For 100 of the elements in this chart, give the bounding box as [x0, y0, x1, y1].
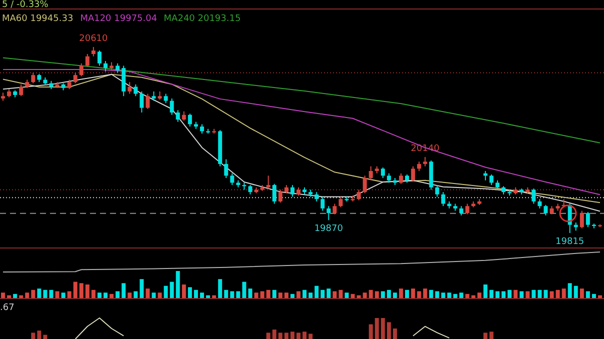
bar [278, 332, 282, 339]
bar [13, 294, 18, 298]
bar [206, 295, 210, 298]
candlestick [140, 90, 144, 114]
bar [441, 292, 446, 298]
bar [242, 282, 246, 298]
bar [592, 294, 596, 298]
bar [508, 290, 512, 298]
bar [483, 332, 488, 339]
bar [453, 294, 458, 298]
candlestick [368, 166, 373, 181]
candlestick [19, 84, 24, 97]
bar [230, 291, 234, 298]
bar [49, 290, 54, 298]
bar [1, 292, 5, 298]
candlestick [544, 204, 548, 216]
candlestick [67, 79, 72, 90]
bar [532, 290, 536, 298]
candlestick [164, 93, 168, 104]
bar [104, 292, 108, 298]
candlestick [290, 184, 294, 198]
bar [459, 292, 464, 298]
bar [91, 290, 96, 298]
bar [465, 294, 470, 298]
candlestick [495, 180, 500, 190]
bar [25, 292, 30, 298]
candlestick [134, 84, 138, 97]
bar [55, 291, 60, 298]
bar [272, 330, 276, 339]
bar [134, 291, 138, 298]
bar [302, 332, 307, 339]
bar [31, 332, 36, 339]
bar [429, 290, 434, 298]
bar [194, 290, 198, 298]
candlestick [586, 211, 590, 228]
candlestick [85, 54, 90, 68]
bar [447, 292, 452, 298]
bar [272, 290, 276, 298]
candlestick [417, 161, 422, 172]
bar [405, 290, 410, 298]
bar [170, 282, 174, 298]
bar [374, 318, 379, 339]
bar [7, 295, 12, 298]
candlestick [128, 82, 132, 94]
bar [37, 288, 42, 298]
bar [483, 284, 488, 298]
text: MA60 19945.33 [2, 14, 74, 24]
annotation: 19815 [556, 237, 584, 247]
bar [411, 288, 416, 298]
bar [386, 290, 391, 298]
candlestick [459, 206, 464, 216]
candlestick [320, 196, 325, 212]
bar [489, 290, 494, 298]
bar [344, 292, 349, 298]
bar [284, 292, 288, 298]
candlestick [122, 65, 126, 97]
candlestick [465, 203, 470, 215]
candlestick [31, 72, 36, 84]
bar [290, 332, 294, 339]
bar [514, 290, 518, 298]
bar [520, 291, 524, 298]
bar [19, 295, 24, 298]
bar [562, 288, 566, 298]
candlestick [79, 62, 84, 77]
bar [296, 332, 300, 339]
bar [31, 290, 36, 298]
bar [128, 292, 132, 298]
candlestick [224, 158, 228, 179]
bar [392, 328, 397, 339]
bar [296, 291, 300, 298]
candlestick [182, 110, 186, 122]
bar [338, 290, 343, 298]
bar [164, 286, 168, 298]
bar [302, 290, 307, 298]
bar [568, 283, 572, 298]
bar [182, 284, 186, 298]
candlestick [326, 206, 331, 221]
candlestick [338, 196, 343, 208]
bar [495, 291, 500, 298]
candlestick [104, 60, 108, 72]
bar [392, 292, 397, 298]
bar [435, 291, 440, 298]
bar [116, 291, 120, 298]
bar [556, 290, 560, 298]
bar [248, 288, 252, 298]
candlestick [489, 174, 494, 186]
bar [538, 290, 542, 298]
annotation: 20610 [79, 34, 108, 44]
candlestick [248, 184, 252, 195]
candlestick [332, 203, 337, 215]
bar [218, 279, 222, 298]
candlestick [73, 72, 78, 84]
candlestick [386, 172, 391, 184]
bar [67, 291, 72, 298]
text: MA240 20193.15 [164, 14, 241, 24]
chart-title: 5 / -0.33% [2, 0, 49, 10]
bar [586, 291, 590, 298]
candlestick [97, 50, 102, 66]
bar [290, 294, 294, 298]
bar [417, 291, 422, 298]
